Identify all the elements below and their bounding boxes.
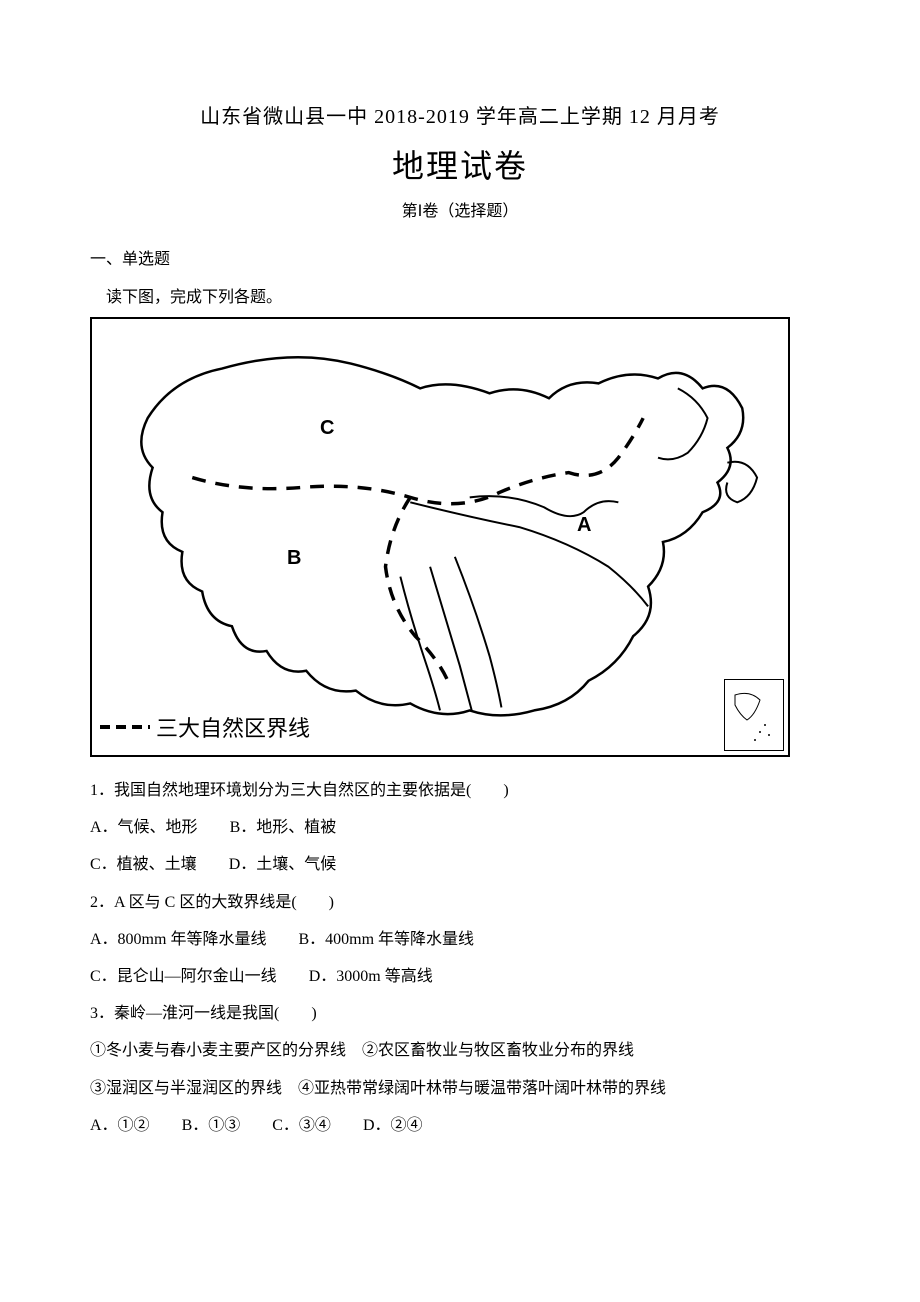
q3-line2: ③湿润区与半湿润区的界线 ④亚热带常绿阔叶林带与暖温带落叶阔叶林带的界线	[90, 1071, 830, 1106]
china-outline	[141, 357, 743, 715]
inset-svg	[725, 680, 785, 752]
boundary-west	[386, 497, 450, 685]
map-legend: 三大自然区界线	[100, 711, 310, 743]
exam-source-title: 山东省微山县一中 2018-2019 学年高二上学期 12 月月考	[90, 100, 830, 129]
q2-opt-c: C．昆仑山—阿尔金山一线	[90, 968, 277, 985]
exam-main-title: 地理试卷	[90, 141, 830, 187]
q1-options-row1: A．气候、地形 B．地形、植被	[90, 810, 830, 845]
river-2	[430, 567, 472, 711]
map-label-c: C	[320, 417, 334, 440]
q3-opt-b: B．①③	[182, 1117, 241, 1134]
korea-outline	[726, 462, 757, 503]
yangtze	[410, 502, 648, 606]
q3-options: A．①② B．①③ C．③④ D．②④	[90, 1108, 830, 1143]
q1-options-row2: C．植被、土壤 D．土壤、气候	[90, 847, 830, 882]
map-figure: C B A 三大自然区界线	[90, 317, 790, 757]
q2-options-row1: A．800mm 年等降水量线 B．400mm 年等降水量线	[90, 922, 830, 957]
q1-opt-b: B．地形、植被	[230, 819, 337, 836]
section-label: 第Ⅰ卷（选择题）	[90, 197, 830, 221]
q3-opt-c: C．③④	[272, 1117, 331, 1134]
q2-opt-b: B．400mm 年等降水量线	[298, 931, 474, 948]
river-1	[400, 577, 440, 711]
q1-opt-d: D．土壤、气候	[229, 856, 337, 873]
inset-map-box	[724, 679, 784, 751]
boundary-north	[192, 418, 643, 504]
q3-opt-d: D．②④	[363, 1117, 423, 1134]
section-heading: 一、单选题	[90, 245, 830, 269]
q3-opt-a: A．①②	[90, 1117, 150, 1134]
china-map-svg	[92, 319, 788, 755]
q1-opt-c: C．植被、土壤	[90, 856, 197, 873]
q3-stem: 3．秦岭—淮河一线是我国( )	[90, 996, 830, 1031]
northeast-peninsula	[658, 388, 708, 459]
q2-stem: 2．A 区与 C 区的大致界线是( )	[90, 885, 830, 920]
river-3	[455, 557, 502, 708]
read-instruction: 读下图，完成下列各题。	[90, 283, 830, 307]
q3-line1: ①冬小麦与春小麦主要产区的分界线 ②农区畜牧业与牧区畜牧业分布的界线	[90, 1033, 830, 1068]
q1-opt-a: A．气候、地形	[90, 819, 198, 836]
legend-dash-icon	[100, 725, 150, 729]
q1-stem: 1．我国自然地理环境划分为三大自然区的主要依据是( )	[90, 773, 830, 808]
q2-opt-a: A．800mm 年等降水量线	[90, 931, 266, 948]
map-label-a: A	[577, 514, 591, 537]
legend-text: 三大自然区界线	[156, 711, 310, 743]
q2-opt-d: D．3000m 等高线	[309, 968, 433, 985]
map-label-b: B	[287, 547, 301, 570]
q2-options-row2: C．昆仑山—阿尔金山一线 D．3000m 等高线	[90, 959, 830, 994]
yellow-river	[470, 496, 619, 516]
